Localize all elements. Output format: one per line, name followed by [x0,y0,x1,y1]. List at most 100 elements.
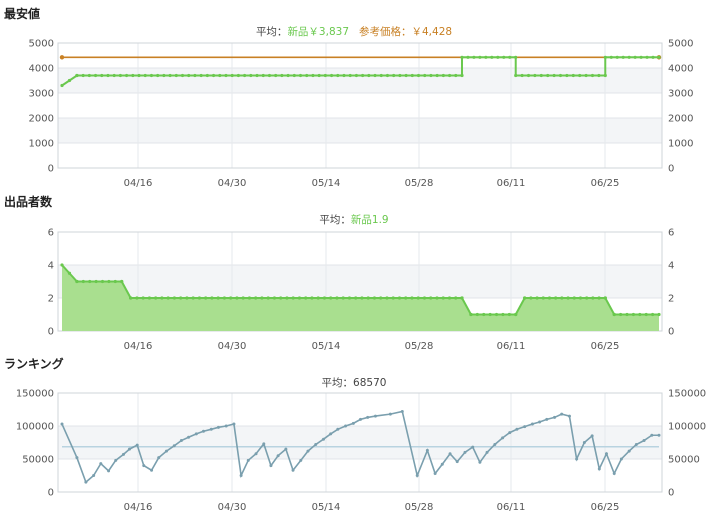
sellers-point [619,312,623,317]
plot-band [58,232,662,265]
new-price-point [255,73,259,78]
ranking-point [523,425,527,429]
sellers-point [120,279,124,284]
ranking-point [455,460,459,464]
y-tick-left: 4000 [29,64,54,75]
sellers-point [341,296,345,300]
sellers-point [229,296,233,300]
ranking-point [276,454,280,458]
new-price-point [230,73,234,78]
sellers-point [514,312,518,317]
y-tick-right: 100000 [668,422,706,433]
ranking-point [84,480,88,484]
ranking-point [107,469,111,473]
new-price-point [657,55,661,59]
x-tick: 06/25 [591,502,620,513]
sellers-point [422,296,427,300]
ranking-point [329,432,333,436]
average-value: 参考価格：￥4,428 [359,25,452,38]
y-tick-right: 150000 [668,389,706,400]
plot-frame [57,42,663,169]
new-price-point [354,73,359,78]
y-tick-right: 0 [668,327,674,338]
new-price-point [514,73,518,78]
y-tick-left: 150000 [16,389,54,400]
new-price-point [143,73,147,78]
ranking-point [299,458,303,462]
x-tick: 05/28 [405,502,434,513]
sellers-point [279,296,283,300]
x-tick: 05/14 [312,341,341,352]
ranking-point [440,462,444,466]
ranking-point [478,460,482,464]
x-tick: 05/14 [312,178,341,189]
sellers-point [197,296,202,300]
sellers-point [285,296,289,300]
sellers-point [566,296,570,300]
sellers-point [529,296,533,300]
x-tick: 04/30 [218,178,247,189]
new-price-point [533,73,537,78]
y-tick-right: 4 [668,261,674,272]
new-price-point [261,73,265,78]
new-price-point [502,55,506,59]
new-price-point [236,73,241,78]
ranking-point [560,412,564,416]
sellers-point [644,312,648,317]
new-price-point [267,73,272,78]
sellers-point [304,296,308,300]
sellers-point [475,312,479,317]
new-price-point [526,73,531,78]
new-price-point [280,73,284,78]
new-price-point [423,73,427,78]
sellers-point [316,296,320,300]
average-value: 新品1.9 [351,213,389,226]
x-tick: 06/11 [497,178,526,189]
new-price-point [466,55,470,59]
new-price-point [286,73,290,78]
sellers-point [272,296,277,300]
new-price-point [441,73,445,78]
sellers-point [435,296,439,300]
sellers-point [494,312,499,317]
ranking-point [262,442,266,446]
sellers-point [638,312,642,317]
y-tick-right: 2 [668,294,674,305]
ranking-point [224,424,228,428]
x-tick: 04/30 [218,341,247,352]
sellers-point [429,296,433,300]
new-price-point [454,73,458,78]
new-price-point [348,73,352,78]
sellers-point [385,296,389,300]
sellers-point [578,296,583,300]
new-price-point [603,73,607,78]
sellers-point [166,296,170,300]
sellers-point [631,312,636,317]
new-price-point [539,73,543,78]
plot-band [58,426,662,459]
new-price-point [609,55,613,59]
new-price-point [645,55,649,59]
ranking-point [575,457,579,461]
sellers-point [135,296,139,300]
new-price-point [651,55,655,59]
sellers-point [391,296,395,300]
ranking-point [246,458,250,462]
y-tick-left: 0 [48,488,54,499]
plot-band [58,43,662,68]
x-tick: 04/30 [218,502,247,513]
sellers-point [147,296,152,300]
new-price-point [603,55,607,59]
ranking-point [642,439,646,443]
sellers-point [235,296,239,300]
x-tick: 05/28 [405,178,434,189]
plot-band [58,143,662,168]
ranking-point [597,467,601,471]
new-price-point [323,73,327,78]
sellers-point [591,296,595,300]
sellers-point [507,312,511,317]
ranking-point [92,474,96,477]
ranking-point [425,448,429,452]
